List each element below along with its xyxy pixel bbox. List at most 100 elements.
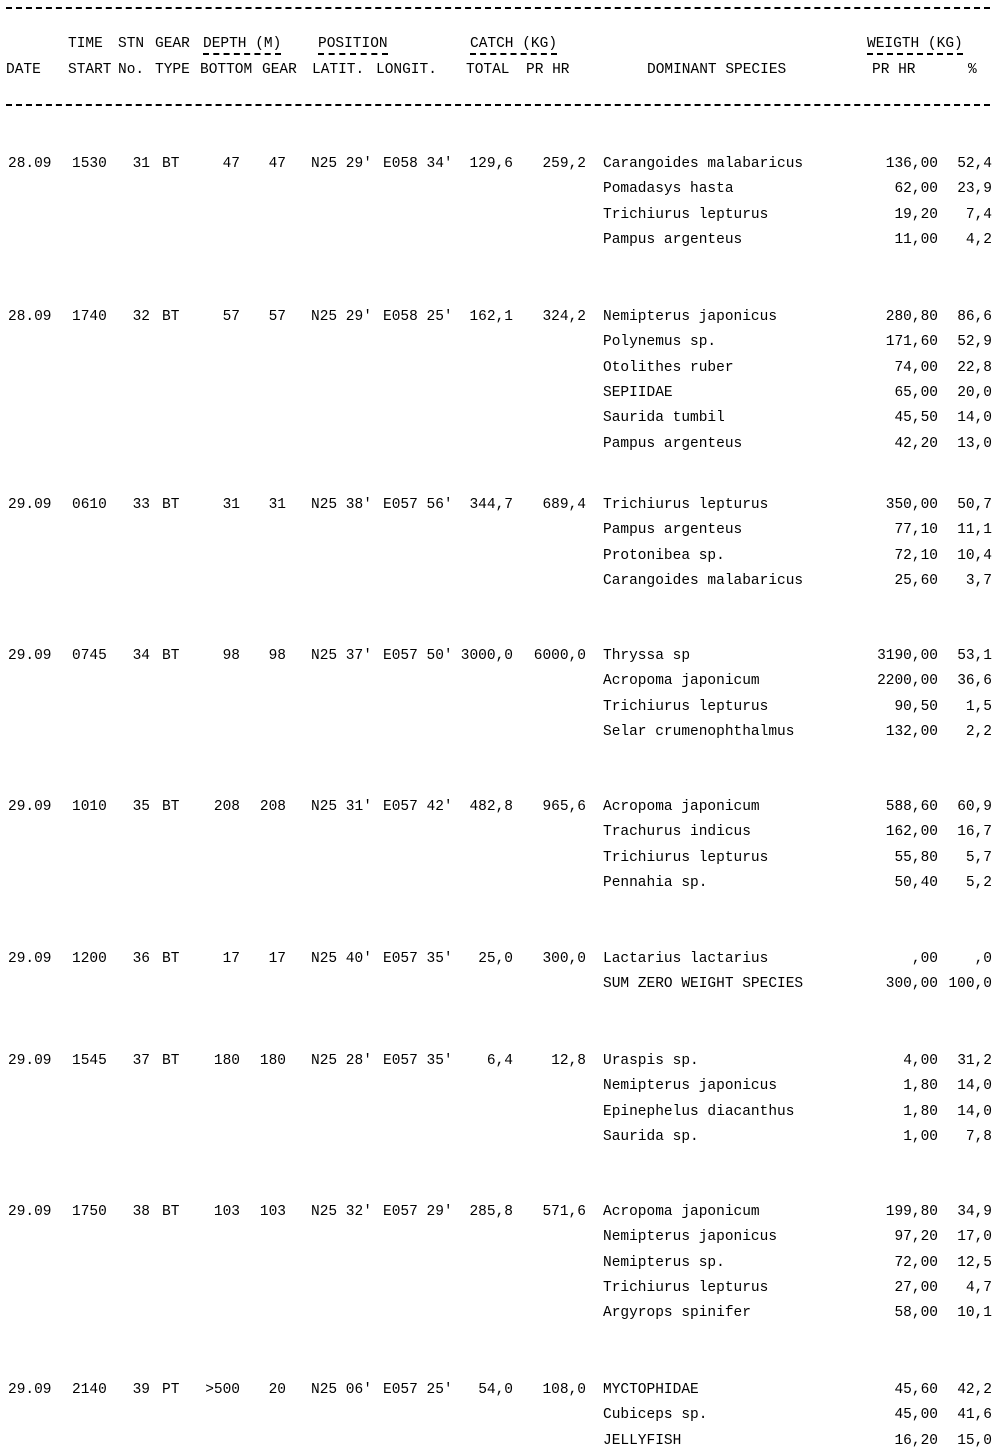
species-name: Acropoma japonicum — [603, 799, 760, 815]
species-weight-prhr: 1,80 — [903, 1103, 938, 1120]
station-lon: E057 29' — [383, 1204, 453, 1220]
species-percent: 86,6 — [957, 309, 992, 325]
species-name: Acropoma japonicum — [603, 673, 760, 690]
station-lat: N25 06' — [311, 1382, 372, 1398]
station-gear-depth: 57 — [268, 309, 286, 325]
header-gear-depth: GEAR — [262, 62, 297, 78]
station-date: 29.09 — [8, 497, 52, 513]
station-lat: N25 29' — [311, 156, 372, 172]
station-gear-type: BT — [162, 497, 180, 513]
header-time: TIME — [68, 36, 103, 52]
station-time: 2140 — [72, 1382, 107, 1398]
station-bottom: 17 — [222, 951, 240, 967]
station-pr-hr: 571,6 — [542, 1204, 586, 1220]
species-percent: 17,0 — [957, 1229, 992, 1246]
station-lon: E057 35' — [383, 1053, 453, 1069]
species-name: SUM ZERO WEIGHT SPECIES — [603, 976, 804, 993]
station-bottom: >500 — [205, 1382, 240, 1398]
station-date: 29.09 — [8, 648, 52, 664]
species-weight-prhr: 72,00 — [894, 1254, 938, 1271]
station-total: 25,0 — [478, 951, 513, 967]
station-date: 29.09 — [8, 1053, 52, 1069]
species-name: Saurida tumbil — [603, 410, 725, 427]
station-stn: 32 — [132, 309, 150, 325]
station-lat: N25 40' — [311, 951, 372, 967]
species-name: Nemipterus japonicus — [603, 1078, 778, 1095]
station-gear-depth: 17 — [268, 951, 286, 967]
species-weight-prhr: 45,50 — [894, 410, 938, 427]
station-total: 129,6 — [469, 156, 513, 172]
station-bottom: 31 — [222, 497, 240, 513]
species-name: Acropoma japonicum — [603, 1204, 760, 1220]
station-gear-depth: 47 — [268, 156, 286, 172]
station-gear-type: PT — [162, 1382, 180, 1398]
species-weight-prhr: 42,20 — [894, 435, 938, 452]
species-name: SEPIIDAE — [603, 384, 673, 401]
station-pr-hr: 6000,0 — [533, 648, 586, 664]
species-name: Pampus argenteus — [603, 522, 743, 539]
species-weight-prhr: 97,20 — [894, 1229, 938, 1246]
station-time: 1545 — [72, 1053, 107, 1069]
station-pr-hr: 108,0 — [542, 1382, 586, 1398]
header-weight: WEIGTH (KG) — [867, 36, 963, 55]
species-name: Lactarius lactarius — [603, 951, 769, 967]
species-weight-prhr: 27,00 — [894, 1279, 938, 1296]
header-latit: LATIT. — [312, 62, 365, 78]
species-name: Epinephelus diacanthus — [603, 1103, 795, 1120]
species-percent: 52,9 — [957, 334, 992, 351]
species-weight-prhr: 58,00 — [894, 1305, 938, 1322]
species-name: Nemipterus sp. — [603, 1254, 725, 1271]
species-percent: 14,0 — [957, 1078, 992, 1095]
species-weight-prhr: 136,00 — [885, 156, 938, 172]
station-date: 28.09 — [8, 309, 52, 325]
header-depth: DEPTH (M) — [203, 36, 282, 55]
station-stn: 33 — [132, 497, 150, 513]
species-weight-prhr: 16,20 — [894, 1432, 938, 1449]
species-weight-prhr: 77,10 — [894, 522, 938, 539]
header-total: TOTAL — [466, 62, 510, 78]
species-percent: 36,6 — [957, 673, 992, 690]
species-weight-prhr: 199,80 — [885, 1204, 938, 1220]
species-weight-prhr: 350,00 — [885, 497, 938, 513]
species-name: Trichiurus lepturus — [603, 497, 769, 513]
station-gear-type: BT — [162, 648, 180, 664]
station-bottom: 57 — [222, 309, 240, 325]
species-name: Trichiurus lepturus — [603, 1279, 769, 1296]
station-bottom: 103 — [213, 1204, 240, 1220]
header-gear: GEAR — [155, 36, 190, 52]
species-weight-prhr: 55,80 — [894, 849, 938, 866]
species-weight-prhr: ,00 — [911, 951, 938, 967]
species-name: Nemipterus japonicus — [603, 1229, 778, 1246]
species-name: Pomadasys hasta — [603, 181, 734, 198]
station-lon: E057 42' — [383, 799, 453, 815]
header-date: DATE — [6, 62, 41, 78]
species-weight-prhr: 45,60 — [894, 1382, 938, 1398]
species-weight-prhr: 62,00 — [894, 181, 938, 198]
species-name: Saurida sp. — [603, 1128, 699, 1145]
station-stn: 39 — [132, 1382, 150, 1398]
species-weight-prhr: 4,00 — [903, 1053, 938, 1069]
station-pr-hr: 12,8 — [551, 1053, 586, 1069]
station-lat: N25 29' — [311, 309, 372, 325]
species-weight-prhr: 65,00 — [894, 384, 938, 401]
station-stn: 38 — [132, 1204, 150, 1220]
species-weight-prhr: 171,60 — [885, 334, 938, 351]
station-total: 6,4 — [486, 1053, 513, 1069]
station-pr-hr: 300,0 — [542, 951, 586, 967]
species-name: Thryssa sp — [603, 648, 691, 664]
station-gear-type: BT — [162, 156, 180, 172]
station-time: 1750 — [72, 1204, 107, 1220]
station-lat: N25 32' — [311, 1204, 372, 1220]
species-name: Selar crumenophthalmus — [603, 723, 795, 740]
header-stn: STN — [118, 36, 145, 52]
station-lon: E058 25' — [383, 309, 453, 325]
species-name: Uraspis sp. — [603, 1053, 699, 1069]
station-time: 1530 — [72, 156, 107, 172]
species-percent: 5,7 — [965, 849, 992, 866]
species-percent: 31,2 — [957, 1053, 992, 1069]
header-start: START — [68, 62, 112, 78]
station-lon: E057 25' — [383, 1382, 453, 1398]
species-name: Protonibea sp. — [603, 547, 725, 564]
station-lon: E057 50' — [383, 648, 453, 664]
station-stn: 36 — [132, 951, 150, 967]
